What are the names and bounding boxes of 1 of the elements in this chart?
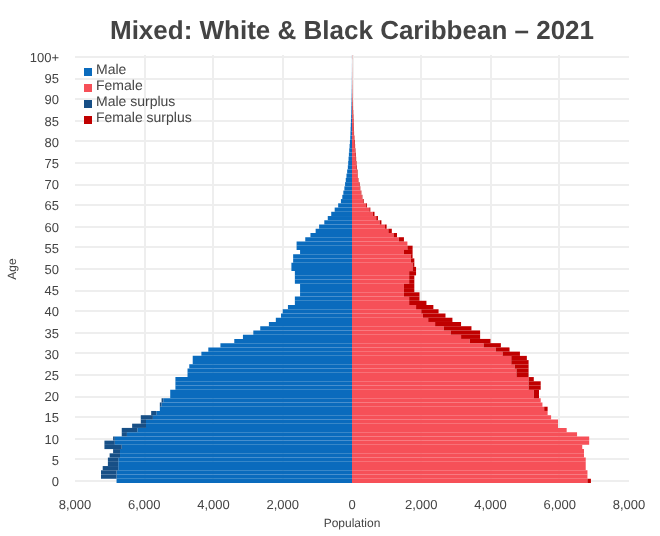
chart-title: Mixed: White & Black Caribbean – 2021: [109, 15, 595, 45]
